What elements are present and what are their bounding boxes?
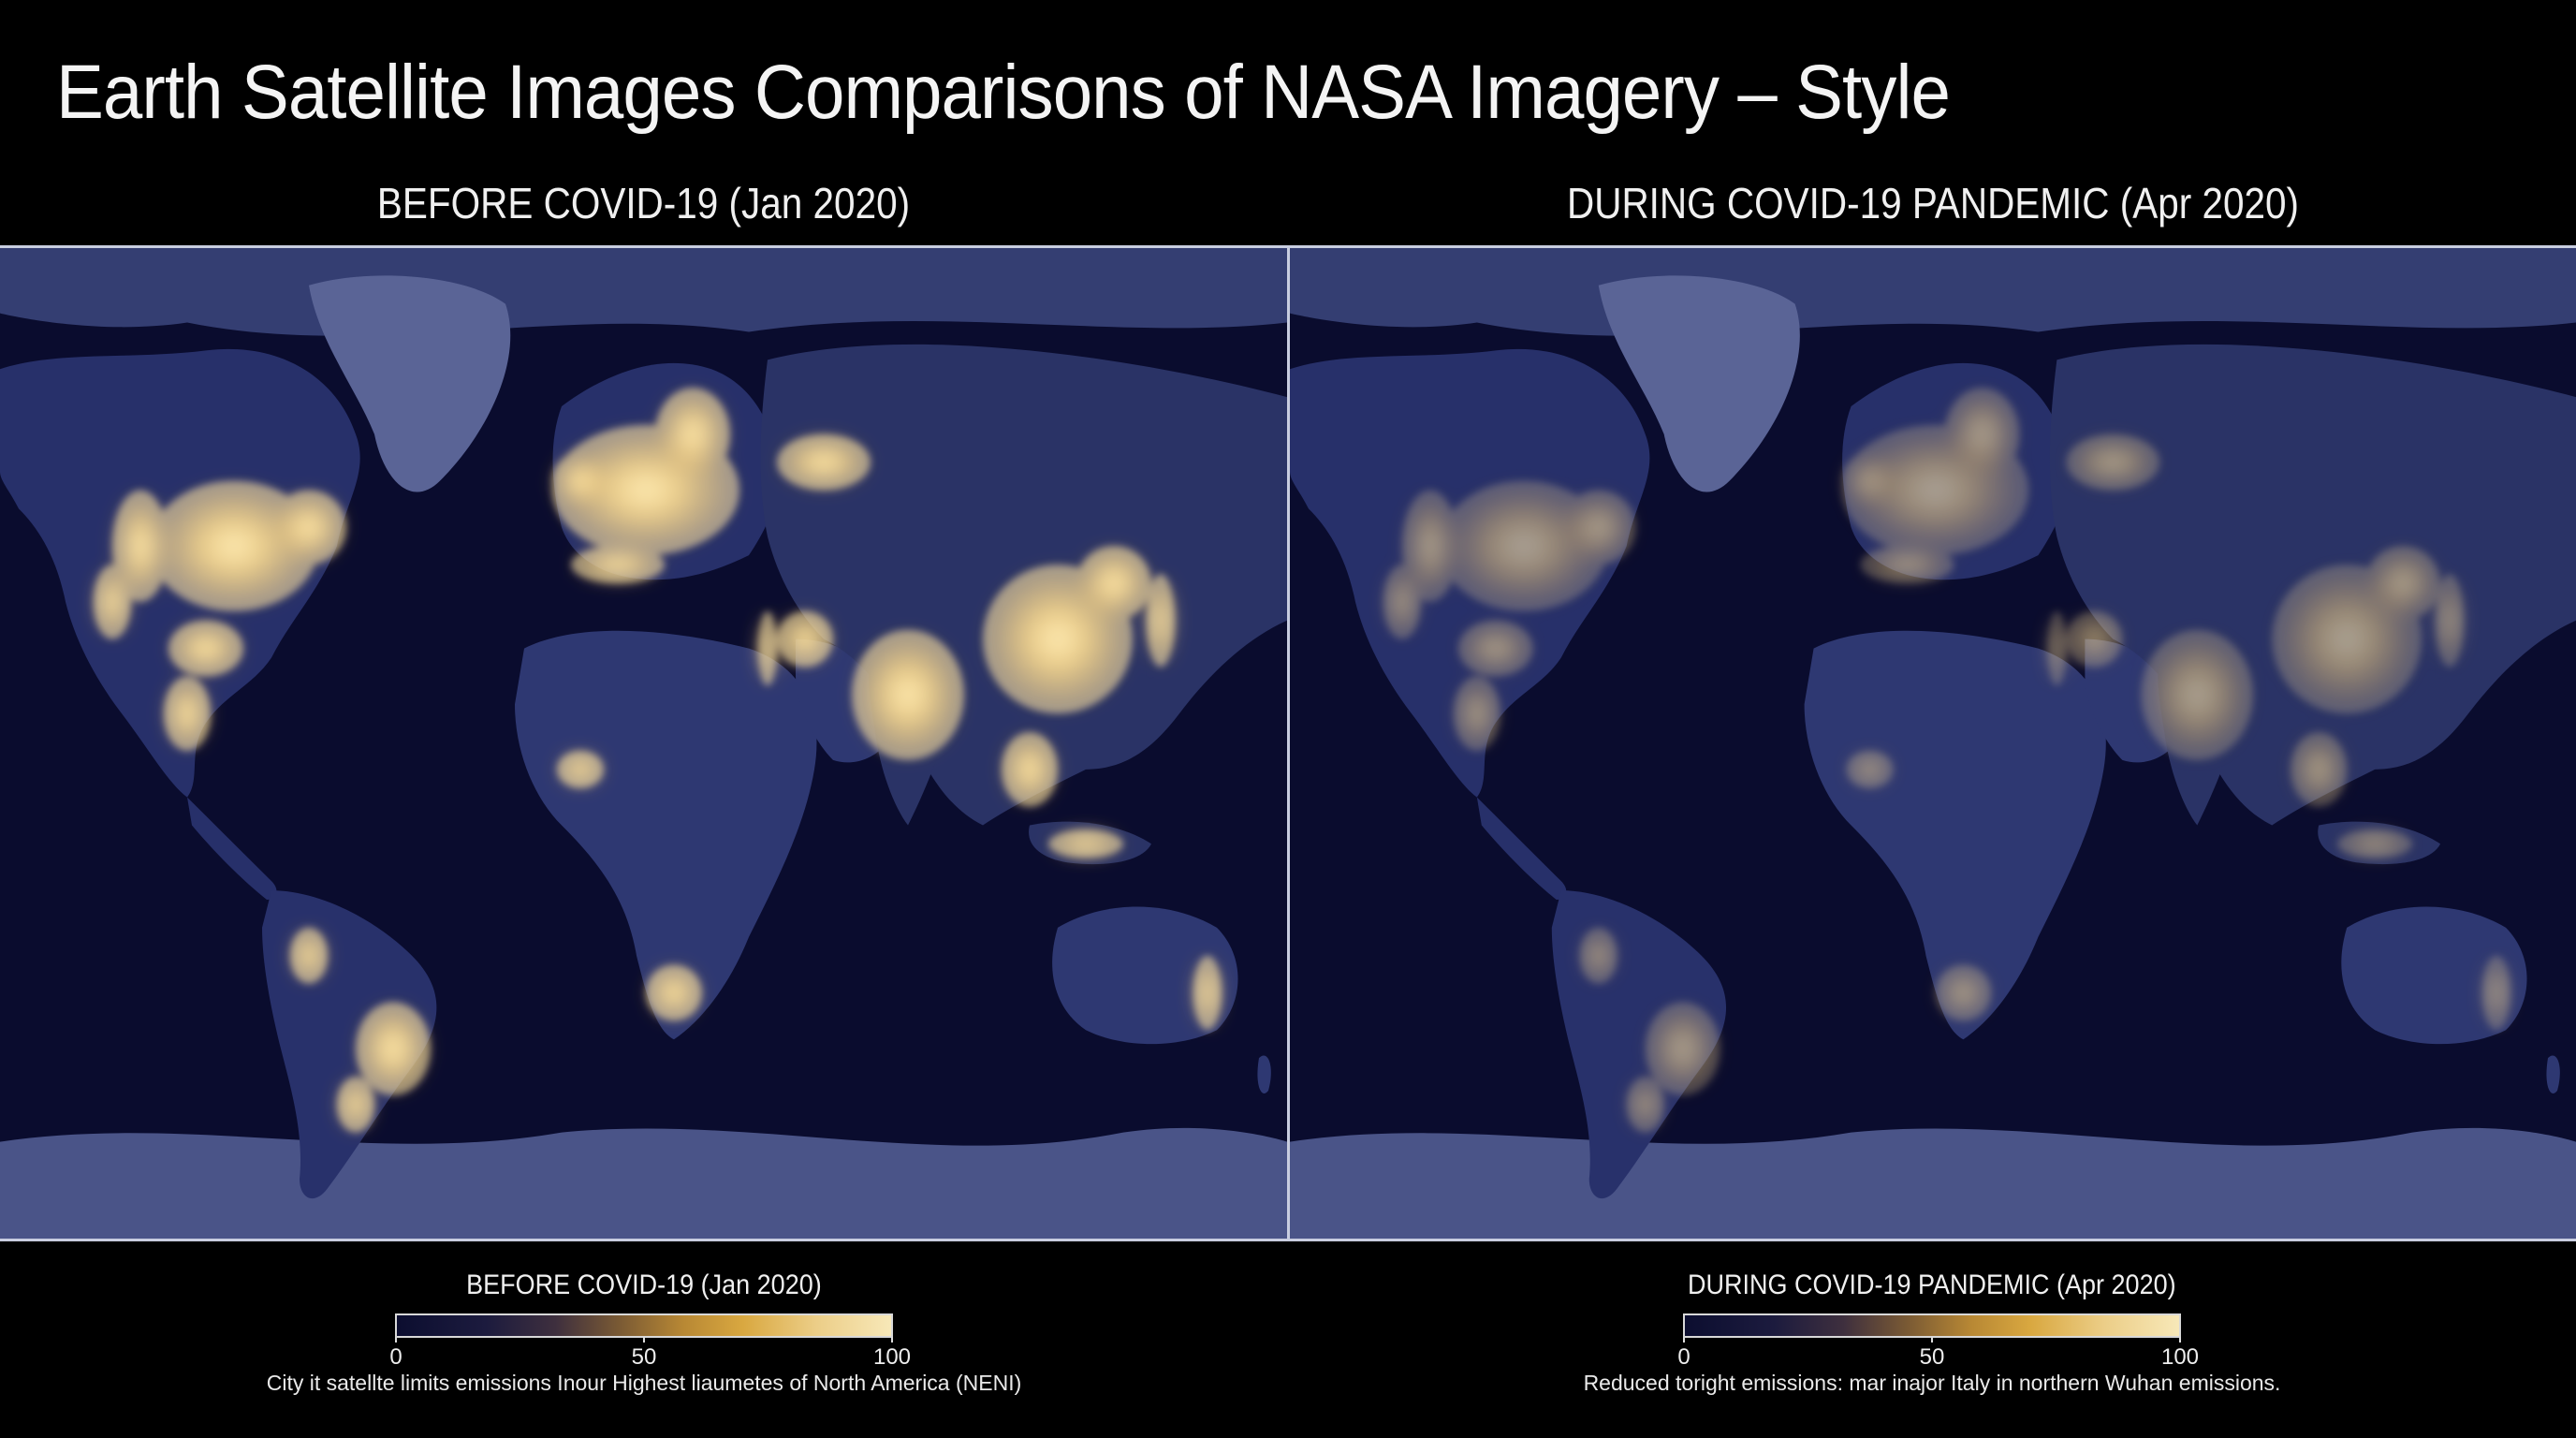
map-during-covid[interactable] (1290, 245, 2576, 1241)
panel-label-before: BEFORE COVID-19 (Jan 2020) (376, 179, 911, 227)
tick-100 (891, 1337, 893, 1343)
legend-title-during: DURING COVID-19 PANDEMIC (Apr 2020) (1688, 1269, 2176, 1300)
tick-label-50: 50 (1919, 1344, 1945, 1370)
tick-50 (1931, 1337, 1933, 1343)
tick-label-50: 50 (631, 1344, 657, 1370)
legend-before: BEFORE COVID-19 (Jan 2020) 0 50 100 City… (267, 1269, 1022, 1395)
tick-label-0: 0 (389, 1344, 402, 1370)
tick-label-0: 0 (1677, 1344, 1690, 1370)
colorbar-before (395, 1313, 893, 1338)
tick-0 (395, 1337, 397, 1343)
map-before-covid[interactable] (0, 245, 1287, 1241)
legend-caption-before: City it satellte limits emissions Inour … (266, 1371, 1022, 1395)
tick-label-100: 100 (2160, 1344, 2200, 1370)
world-night-lights-map-during (1290, 248, 2576, 1239)
legend-caption-during: Reduced toright emissions: mar inajor It… (1583, 1371, 2281, 1395)
colorbar-during (1683, 1313, 2181, 1338)
tick-0 (1683, 1337, 1685, 1343)
panel-divider (1287, 245, 1290, 1241)
tick-label-100: 100 (872, 1344, 912, 1370)
legend-during: DURING COVID-19 PANDEMIC (Apr 2020) 0 50… (1584, 1269, 2281, 1395)
tick-100 (2179, 1337, 2181, 1343)
panel-label-during: DURING COVID-19 PANDEMIC (Apr 2020) (1566, 179, 2300, 227)
page-title: Earth Satellite Images Comparisons of NA… (56, 50, 1951, 135)
world-night-lights-map-before (0, 248, 1287, 1239)
legend-title-before: BEFORE COVID-19 (Jan 2020) (466, 1269, 822, 1300)
tick-50 (643, 1337, 645, 1343)
